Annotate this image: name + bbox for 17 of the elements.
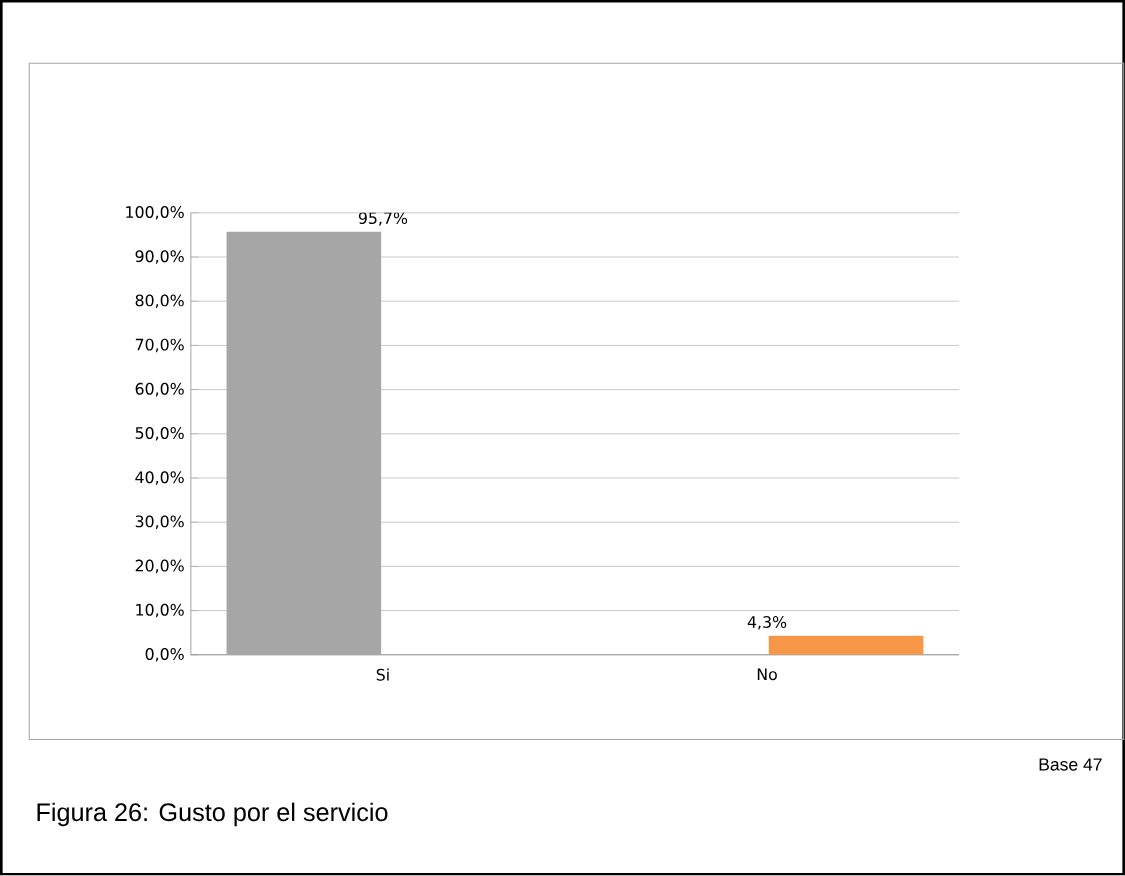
y-tick-label: 80,0% [135,294,184,309]
text: Figura 26: Gusto por el servicio [37,802,388,827]
y-tick-label: 90,0% [135,250,184,264]
x-tick-label: Si [376,668,389,681]
y-tick-label: 10,0% [136,604,184,618]
y-tick-label: 50,0% [135,427,184,441]
y-tick-label: 20,0% [135,559,184,574]
y-tick-label: 30,0% [135,515,184,530]
y-tick-label: 100,0% [126,206,184,220]
y-tick-label: 0,0% [145,648,184,662]
data-label: 95,7% [358,212,408,226]
y-tick-label: 40,0% [135,471,184,485]
text: Base 47 [1039,758,1102,771]
y-tick-label: 60,0% [135,383,184,397]
data-label: 4,3% [747,616,787,630]
y-tick-label: 70,0% [135,338,184,353]
x-tick-label: No [757,668,777,681]
